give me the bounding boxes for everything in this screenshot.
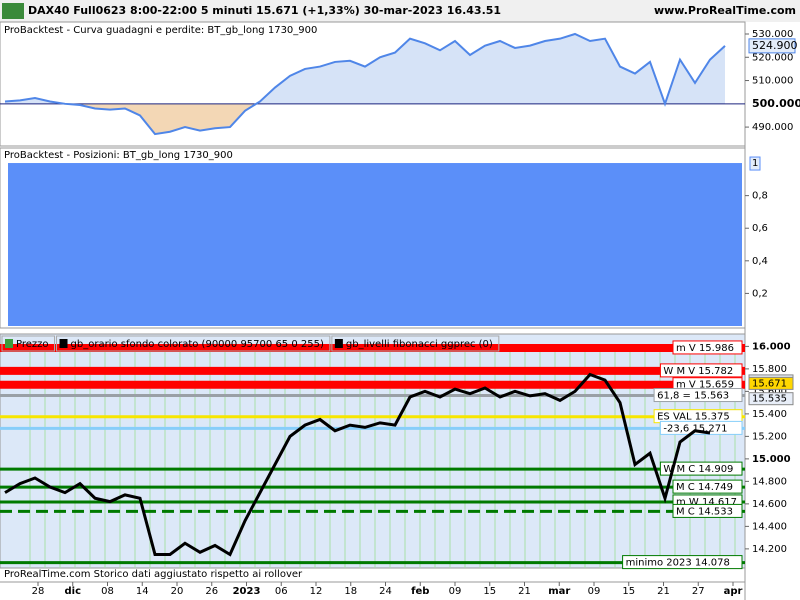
level-label: m W 14.617 bbox=[676, 497, 737, 508]
position-bar bbox=[8, 163, 742, 326]
y-tick-label: 14.400 bbox=[752, 521, 787, 532]
x-tick-label: 26 bbox=[205, 586, 218, 597]
legend-label: gb_livelli fibonacci ggprec (0) bbox=[346, 339, 493, 350]
legend-swatch bbox=[5, 339, 13, 348]
y-tick-label: 16.000 bbox=[752, 341, 791, 352]
x-tick-label: mar bbox=[548, 586, 570, 597]
level-label: M C 14.749 bbox=[676, 482, 733, 493]
x-tick-label: 28 bbox=[32, 586, 45, 597]
x-tick-label: 08 bbox=[101, 586, 114, 597]
y-tick-label: 530.000 bbox=[752, 29, 793, 40]
level-label: minimo 2023 14.078 bbox=[626, 558, 730, 569]
x-tick-label: dic bbox=[64, 586, 81, 597]
price-tag bbox=[748, 392, 794, 406]
x-tick-label: 09 bbox=[588, 586, 601, 597]
price-tag-label: 15.535 bbox=[752, 394, 787, 405]
positions-label: ProBacktest - Posizioni: BT_gb_long 1730… bbox=[4, 150, 233, 161]
level-label: -23,6 15.271 bbox=[663, 423, 727, 434]
level-label: W M V 15.782 bbox=[663, 366, 733, 377]
x-tick-label: feb bbox=[411, 586, 429, 597]
equity-label: ProBacktest - Curva guadagni e perdite: … bbox=[4, 25, 317, 36]
last-value-label: 524.900 bbox=[752, 39, 798, 52]
equity-line bbox=[4, 32, 726, 136]
x-tick-label: 15 bbox=[483, 586, 496, 597]
x-tick-label: 14 bbox=[136, 586, 149, 597]
x-tick-label: 24 bbox=[379, 586, 392, 597]
y-tick-label: 15.600 bbox=[752, 386, 787, 397]
level-label-box bbox=[672, 479, 743, 494]
x-tick-label: apr bbox=[724, 586, 743, 597]
x-tick-label: 27 bbox=[692, 586, 705, 597]
position-tag bbox=[749, 156, 761, 171]
level-label: ES VAL 15.375 bbox=[657, 412, 730, 423]
x-tick-label: 21 bbox=[518, 586, 531, 597]
y-tick-label: 14.800 bbox=[752, 476, 787, 487]
legend-box bbox=[331, 335, 500, 352]
header-title: DAX40 Full0623 8:00-22:00 5 minuti 15.67… bbox=[28, 4, 501, 17]
level-label-box bbox=[622, 555, 743, 570]
title-bar bbox=[0, 0, 800, 22]
y-tick-label: 0,6 bbox=[752, 223, 768, 234]
x-tick-label: 09 bbox=[449, 586, 462, 597]
y-tick-label: 510.000 bbox=[752, 76, 793, 87]
price-tag-label: 15.671 bbox=[752, 378, 787, 389]
x-tick-label: 12 bbox=[310, 586, 323, 597]
x-tick-label: 18 bbox=[344, 586, 357, 597]
level-label-box bbox=[672, 340, 743, 355]
y-tick-label: 15.800 bbox=[752, 364, 787, 375]
legend-label: gb_orario sfondo colorato (90000 95700 6… bbox=[71, 339, 324, 350]
y-tick-label: 0,4 bbox=[752, 256, 768, 267]
y-tick-label: 15.200 bbox=[752, 431, 787, 442]
level-label: W M C 14.909 bbox=[663, 464, 733, 475]
level-label-box bbox=[659, 363, 743, 378]
y-tick-label: 0,2 bbox=[752, 288, 768, 299]
demo-badge bbox=[2, 3, 24, 19]
y-tick-label: 14.200 bbox=[752, 544, 787, 555]
x-tick-label: 20 bbox=[171, 586, 184, 597]
baseline-label: 500.000 bbox=[752, 97, 800, 110]
legend-swatch bbox=[334, 339, 343, 348]
y-tick-label: 520.000 bbox=[752, 52, 793, 63]
y-tick-label: 14.600 bbox=[752, 499, 787, 510]
level-label-box bbox=[653, 388, 743, 403]
price-tag bbox=[748, 376, 794, 390]
legend-swatch bbox=[59, 339, 68, 348]
legend-box bbox=[56, 335, 331, 352]
legend-label: Prezzo bbox=[16, 339, 49, 350]
y-tick-label: 15.400 bbox=[752, 409, 787, 420]
footer: ProRealTime.com Storico dati aggiustato … bbox=[4, 569, 303, 580]
level-label: 61,8 = 15.563 bbox=[657, 391, 729, 402]
level-label: m V 15.659 bbox=[676, 380, 734, 391]
legend-box bbox=[1, 335, 56, 352]
price-line bbox=[4, 372, 711, 557]
x-tick-label: 15 bbox=[622, 586, 635, 597]
level-label-box bbox=[659, 461, 743, 476]
last-value-tag bbox=[748, 38, 796, 54]
header-site: www.ProRealTime.com bbox=[654, 4, 796, 17]
y-tick-label: 490.000 bbox=[752, 122, 793, 133]
level-label: m V 15.986 bbox=[676, 343, 734, 354]
x-tick-label: 21 bbox=[657, 586, 670, 597]
level-label-box bbox=[659, 420, 743, 435]
equity-loss-area bbox=[65, 103, 257, 135]
y-tick-label: 15.000 bbox=[752, 454, 791, 465]
x-tick-label: 06 bbox=[275, 586, 288, 597]
level-label-box bbox=[672, 503, 743, 518]
y-tick-label: 0,8 bbox=[752, 191, 768, 202]
level-label: M C 14.533 bbox=[676, 506, 733, 517]
x-tick-label: 2023 bbox=[233, 586, 261, 597]
position-tag-label: 1 bbox=[752, 158, 758, 169]
equity-gain-area bbox=[5, 34, 725, 104]
